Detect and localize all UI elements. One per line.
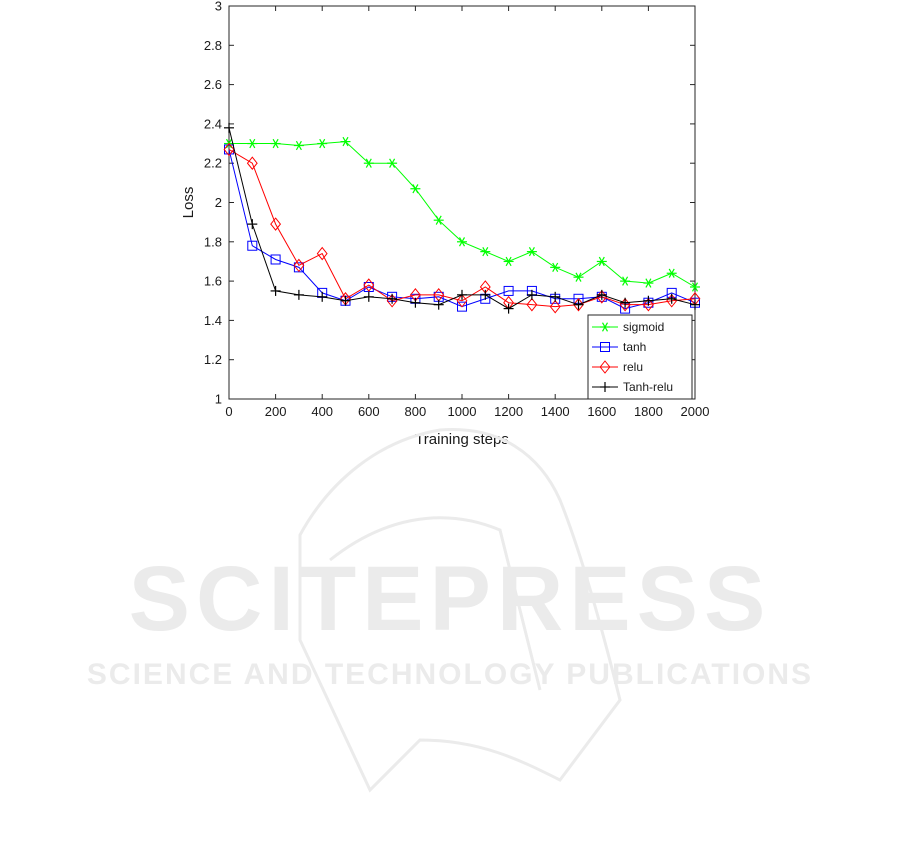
x-tick-label: 2000 <box>681 404 710 419</box>
data-point-sigmoid <box>643 278 654 288</box>
x-tick-label: 400 <box>311 404 333 419</box>
y-tick-label: 2.4 <box>204 116 222 131</box>
y-tick-label: 1.8 <box>204 234 222 249</box>
data-point-sigmoid <box>433 215 444 225</box>
legend-item-tanh-relu: Tanh-relu <box>592 380 673 394</box>
legend-item-tanh: tanh <box>592 340 646 354</box>
data-point-sigmoid <box>410 184 421 194</box>
y-tick-label: 1 <box>215 392 222 407</box>
series-tanh-relu <box>224 122 700 314</box>
data-point-tanh-relu <box>690 299 700 310</box>
y-tick-label: 1.2 <box>204 352 222 367</box>
data-point-relu <box>573 297 584 312</box>
legend-marker <box>600 322 610 332</box>
data-point-tanh-relu <box>387 293 398 304</box>
x-tick-label: 200 <box>265 404 287 419</box>
data-point-sigmoid <box>596 256 607 267</box>
y-tick-label: 2.2 <box>204 156 222 171</box>
data-point-relu <box>316 246 328 261</box>
x-tick-label: 1200 <box>494 404 523 419</box>
data-point-tanh-relu <box>270 285 281 296</box>
axis-ticks: 0 200 400 600 800 1000 1200 1400 1600 1800 2000 1 1.… <box>204 0 710 419</box>
data-point-relu <box>270 217 282 231</box>
data-point-sigmoid <box>503 256 514 267</box>
data-point-relu <box>246 156 258 171</box>
data-point-tanh-relu <box>596 289 607 300</box>
data-point-sigmoid <box>666 268 677 278</box>
y-tick-label: 2 <box>215 195 222 210</box>
y-tick-label: 2.6 <box>204 77 222 92</box>
x-tick-label: 0 <box>225 404 232 419</box>
data-series <box>223 122 701 314</box>
data-point-relu <box>526 297 538 312</box>
data-point-tanh-relu <box>503 303 514 314</box>
data-point-relu <box>642 297 654 312</box>
data-point-sigmoid <box>317 138 328 149</box>
data-point-sigmoid <box>690 282 700 292</box>
y-tick-label: 3 <box>215 0 222 14</box>
data-point-sigmoid <box>293 140 304 151</box>
legend-item-relu: relu <box>592 360 643 374</box>
data-point-sigmoid <box>457 237 467 247</box>
legend-marker <box>600 342 610 352</box>
data-point-tanh-relu <box>620 297 631 308</box>
data-point-sigmoid <box>550 262 561 272</box>
legend-marker <box>600 382 610 392</box>
legend: sigmoid tanh relu Tanh-relu <box>587 314 693 400</box>
data-point-sigmoid <box>270 138 281 149</box>
data-point-tanh-relu <box>293 289 304 300</box>
data-point-tanh <box>503 285 514 296</box>
series-sigmoid <box>224 136 700 292</box>
series-line-relu <box>228 149 696 308</box>
x-axis-label: Training steps <box>415 431 509 448</box>
y-axis-label: Loss <box>180 187 197 219</box>
x-tick-label: 1600 <box>587 404 616 419</box>
data-point-tanh-relu <box>666 293 677 304</box>
data-point-tanh-relu <box>317 291 328 302</box>
y-tick-label: 1.4 <box>204 313 222 328</box>
data-point-tanh-relu <box>480 289 491 300</box>
data-point-tanh <box>247 240 258 251</box>
data-point-tanh-relu <box>573 299 584 310</box>
legend-label: tanh <box>623 340 646 354</box>
data-point-tanh <box>270 254 281 265</box>
data-point-tanh-relu <box>643 295 654 306</box>
data-point-relu <box>223 142 235 157</box>
data-point-tanh-relu <box>550 291 561 302</box>
data-point-relu <box>456 293 468 308</box>
legend-label: sigmoid <box>623 320 664 334</box>
x-tick-label: 800 <box>405 404 427 419</box>
x-tick-label: 1000 <box>448 404 477 419</box>
legend-label: Tanh-relu <box>623 380 673 394</box>
legend-item-sigmoid: sigmoid <box>592 320 664 334</box>
data-point-tanh-relu <box>433 299 444 310</box>
data-point-sigmoid <box>363 158 374 168</box>
data-point-sigmoid <box>340 136 351 147</box>
legend-marker <box>599 360 611 374</box>
data-point-relu <box>293 258 305 273</box>
data-point-tanh-relu <box>526 289 537 300</box>
data-point-tanh-relu <box>247 219 258 230</box>
data-point-sigmoid <box>480 246 491 257</box>
data-point-tanh <box>457 301 467 312</box>
data-point-tanh-relu <box>363 291 374 302</box>
y-tick-label: 2.8 <box>204 38 222 53</box>
x-tick-label: 600 <box>358 404 380 419</box>
data-point-sigmoid <box>526 246 537 257</box>
y-tick-label: 1.6 <box>204 274 222 289</box>
data-point-tanh-relu <box>224 122 234 133</box>
data-point-relu <box>549 299 561 314</box>
data-point-sigmoid <box>620 276 631 286</box>
data-point-sigmoid <box>387 158 398 168</box>
x-tick-label: 1400 <box>541 404 570 419</box>
data-point-relu <box>363 278 375 292</box>
x-tick-label: 1800 <box>634 404 663 419</box>
data-point-sigmoid <box>573 272 584 282</box>
legend-label: relu <box>623 360 643 374</box>
data-point-tanh-relu <box>457 289 467 300</box>
data-point-tanh-relu <box>410 297 421 308</box>
data-point-sigmoid <box>247 138 258 149</box>
data-point-tanh-relu <box>340 295 351 306</box>
